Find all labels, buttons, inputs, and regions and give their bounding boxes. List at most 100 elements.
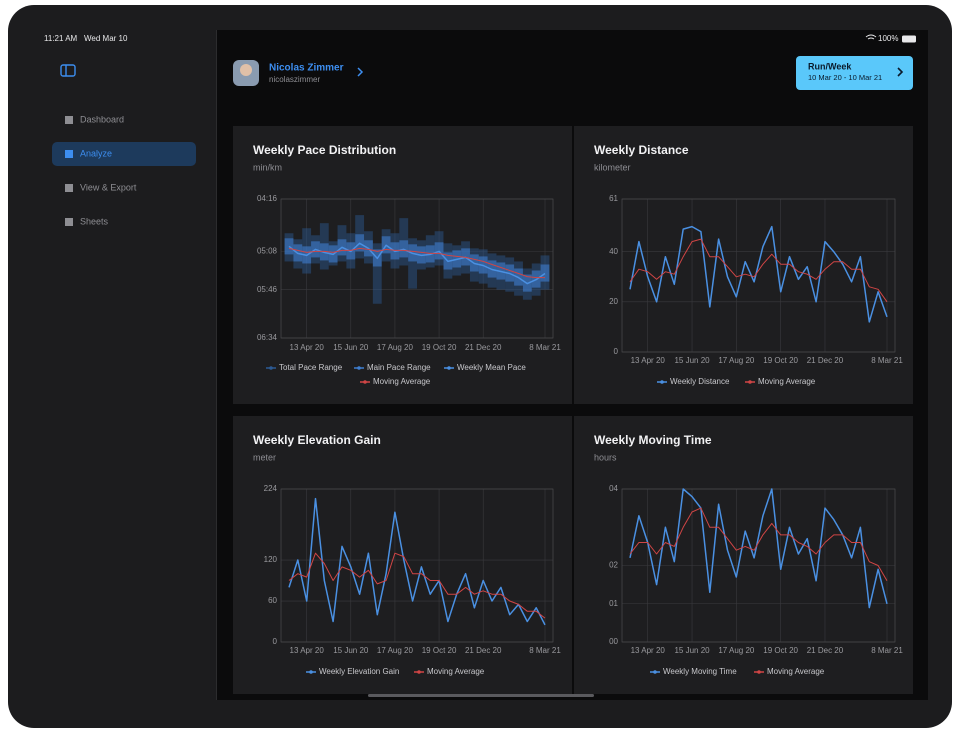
nav-label: Dashboard (80, 114, 124, 124)
wifi-icon (865, 34, 877, 40)
y-tick-label: 05:46 (257, 285, 278, 294)
y-tick-label: 61 (609, 194, 618, 203)
chart-subtitle: kilometer (594, 162, 631, 172)
nav-item[interactable]: Sheets (65, 216, 109, 226)
nav-icon (65, 218, 73, 226)
legend-dot (363, 380, 367, 384)
y-tick-label: 0 (273, 637, 278, 646)
series-line (629, 225, 888, 323)
chart-subtitle: hours (594, 452, 617, 462)
nav-label: View & Export (80, 182, 137, 192)
x-tick-label: 19 Oct 20 (422, 646, 457, 655)
button-title: Run/Week (808, 61, 852, 71)
x-tick-label: 21 Dec 20 (807, 356, 844, 365)
legend-dot (269, 366, 273, 370)
legend-label: Moving Average (373, 377, 431, 386)
status-battery: 100% (878, 34, 898, 43)
profile-name: Nicolas Zimmer (269, 63, 344, 74)
legend-dot (309, 670, 313, 674)
x-tick-label: 8 Mar 21 (529, 343, 561, 352)
x-tick-label: 13 Apr 20 (290, 343, 325, 352)
button-subtitle: 10 Mar 20 - 10 Mar 21 (808, 73, 882, 82)
x-tick-label: 19 Oct 20 (763, 646, 798, 655)
nav-item[interactable]: View & Export (65, 182, 137, 192)
legend-dot (748, 380, 752, 384)
x-tick-label: 13 Apr 20 (631, 646, 666, 655)
series-line (629, 507, 888, 582)
x-tick-label: 17 Aug 20 (718, 646, 755, 655)
chart-title: Weekly Pace Distribution (253, 143, 396, 157)
home-indicator (368, 694, 594, 697)
legend-dot (653, 670, 657, 674)
chevron (357, 67, 364, 77)
x-tick-label: 8 Mar 21 (529, 646, 561, 655)
chart-subtitle: meter (253, 452, 276, 462)
chart-title: Weekly Distance (594, 143, 689, 157)
legend-label: Weekly Mean Pace (457, 363, 526, 372)
pace-range (372, 243, 382, 304)
nav-icon (65, 150, 73, 158)
x-tick-label: 17 Aug 20 (377, 646, 414, 655)
y-tick-label: 20 (609, 297, 618, 306)
series-line (288, 242, 546, 285)
nav-selected (52, 142, 196, 166)
y-tick-label: 01 (609, 599, 618, 608)
chart-subtitle: min/km (253, 162, 282, 172)
y-tick-label: 0 (614, 347, 619, 356)
nav-icon (65, 184, 73, 192)
chart-title: Weekly Moving Time (594, 433, 712, 447)
x-tick-label: 15 Jun 20 (674, 356, 710, 365)
plot-frame (621, 488, 896, 643)
plot-frame (621, 198, 896, 353)
pace-range (540, 264, 550, 282)
panel (233, 126, 572, 404)
legend-dot (417, 670, 421, 674)
x-tick-label: 21 Dec 20 (807, 646, 844, 655)
sidebar-toggle[interactable] (60, 64, 76, 77)
legend-label: Main Pace Range (367, 363, 431, 372)
legend-dot (660, 380, 664, 384)
x-tick-label: 21 Dec 20 (465, 343, 502, 352)
legend-label: Weekly Moving Time (663, 667, 737, 676)
y-tick-label: 02 (609, 561, 618, 570)
plot-frame (280, 488, 554, 643)
status-time: 11:21 AM (44, 34, 78, 43)
avatar-face (240, 64, 252, 76)
chevron (897, 67, 904, 77)
nav-item[interactable]: Analyze (65, 148, 112, 158)
legend-label: Weekly Distance (670, 377, 730, 386)
x-tick-label: 13 Apr 20 (290, 646, 325, 655)
x-tick-label: 19 Oct 20 (422, 343, 457, 352)
legend-label: Moving Average (758, 377, 816, 386)
y-tick-label: 04 (609, 484, 618, 493)
nav-icon (65, 116, 73, 124)
panel (574, 126, 913, 404)
legend-label: Total Pace Range (279, 363, 343, 372)
legend-label: Moving Average (427, 667, 485, 676)
nav-label: Sheets (80, 216, 109, 226)
x-tick-label: 15 Jun 20 (333, 343, 369, 352)
y-tick-label: 04:16 (257, 194, 278, 203)
series-line (629, 238, 888, 303)
y-tick-label: 05:08 (257, 246, 278, 255)
pace-range (408, 238, 417, 289)
plot-frame (280, 198, 554, 339)
y-tick-label: 60 (268, 596, 277, 605)
x-tick-label: 21 Dec 20 (465, 646, 502, 655)
series-line (288, 552, 546, 619)
y-tick-label: 06:34 (257, 333, 278, 342)
nav-item[interactable]: Dashboard (65, 114, 124, 124)
period-button[interactable]: Run/Week 10 Mar 20 - 10 Mar 21 (796, 56, 913, 90)
x-tick-label: 17 Aug 20 (718, 356, 755, 365)
y-tick-label: 120 (264, 555, 278, 564)
profile[interactable]: Nicolas Zimmer nicolaszimmer (233, 60, 364, 86)
battery-icon (902, 35, 916, 43)
x-tick-label: 15 Jun 20 (333, 646, 369, 655)
legend-dot (757, 670, 761, 674)
x-tick-label: 8 Mar 21 (871, 646, 903, 655)
legend-label: Weekly Elevation Gain (319, 667, 399, 676)
nav-label: Analyze (80, 148, 112, 158)
y-tick-label: 00 (609, 637, 618, 646)
chart-title: Weekly Elevation Gain (253, 433, 381, 447)
legend-dot (357, 366, 361, 370)
